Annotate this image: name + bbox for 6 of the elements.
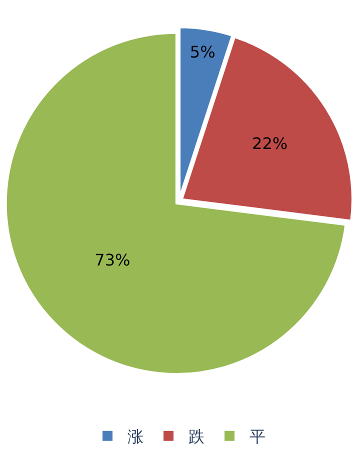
- legend-label: 平: [250, 427, 266, 446]
- data-label: 73%: [94, 250, 130, 270]
- legend-label: 涨: [128, 427, 144, 446]
- data-label: 22%: [252, 134, 288, 153]
- legend-label: 跌: [188, 427, 204, 446]
- data-label: 5%: [190, 42, 216, 62]
